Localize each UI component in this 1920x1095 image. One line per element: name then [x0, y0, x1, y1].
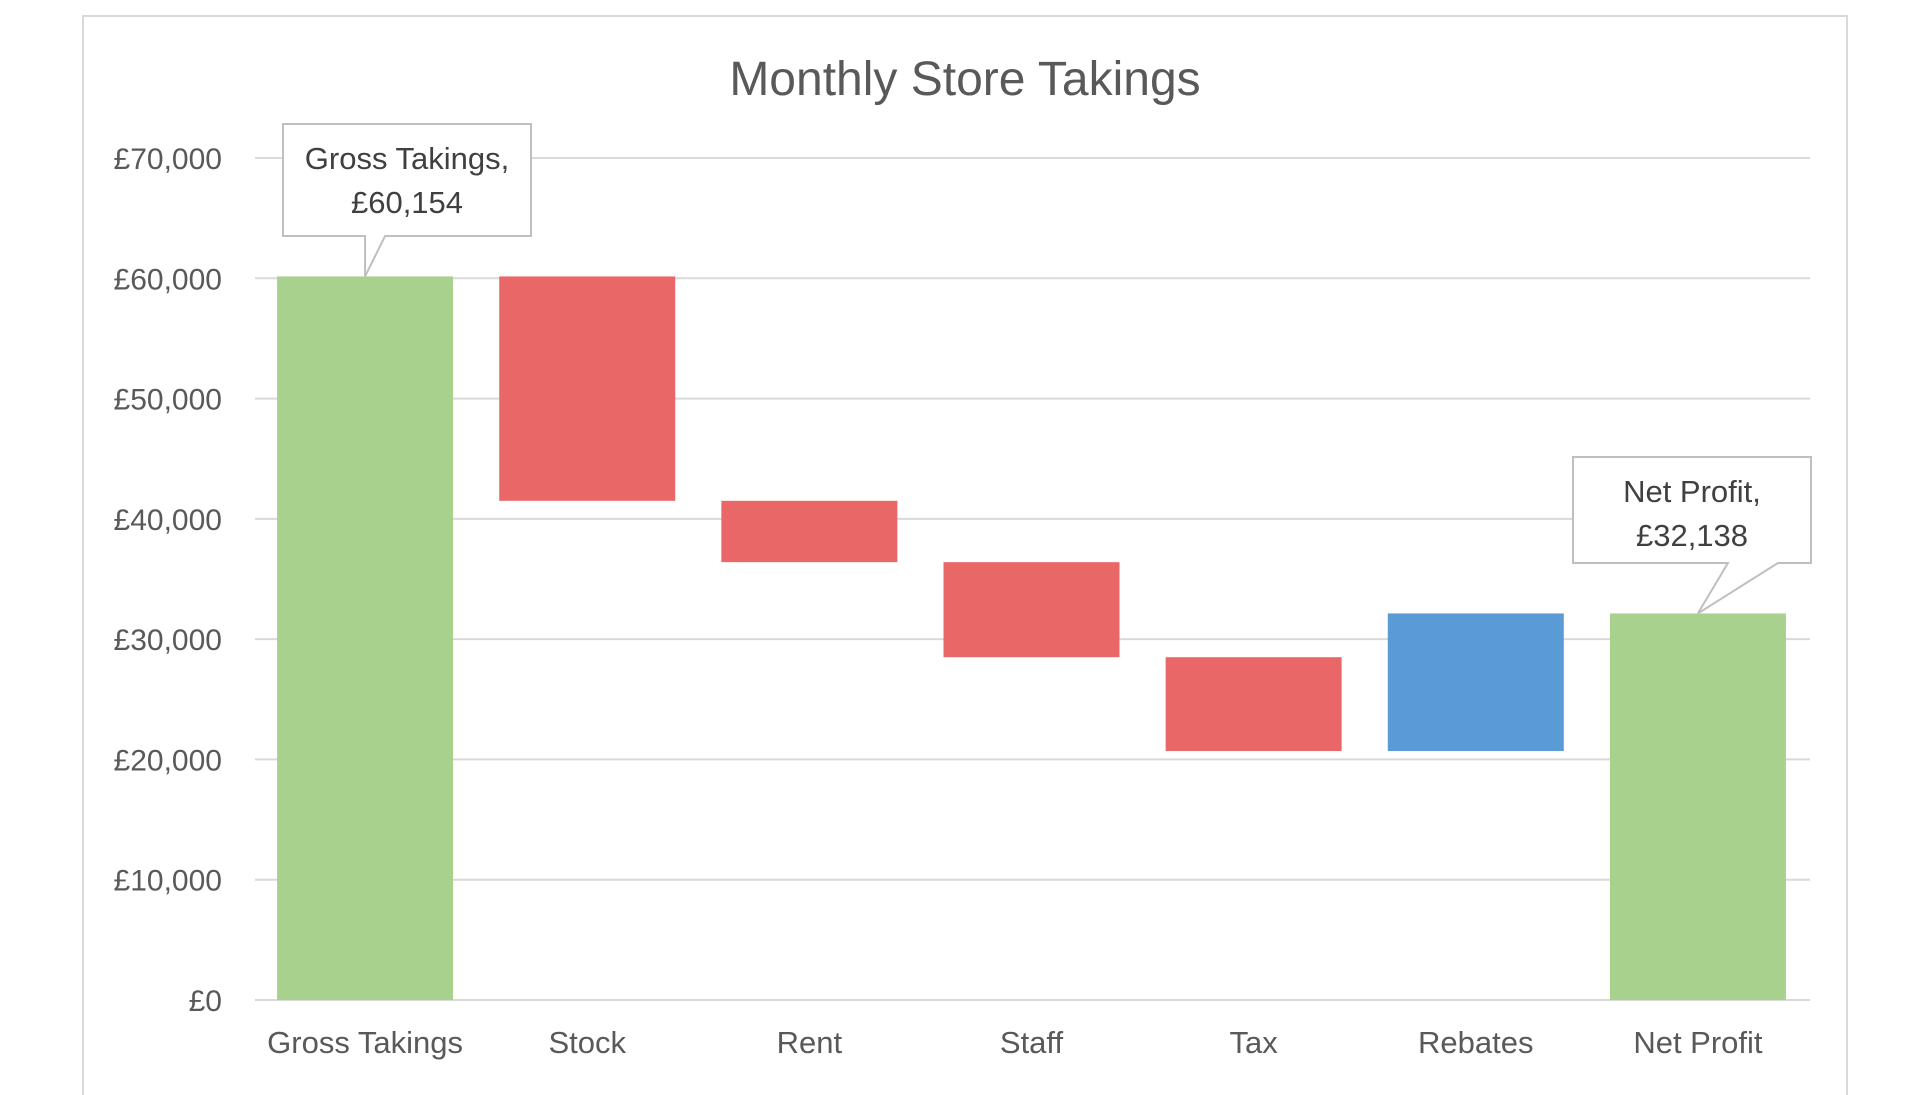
y-tick-label: £70,000	[114, 143, 222, 176]
x-category-label: Tax	[1230, 1025, 1279, 1060]
bar-staff	[943, 562, 1120, 658]
y-tick-label: £10,000	[114, 865, 222, 898]
bar-tax	[1165, 657, 1342, 752]
y-axis-tick-labels: £0 £10,000 £20,000 £30,000 £40,000 £50,000 £60…	[114, 143, 222, 1018]
x-category-label: Gross Takings	[267, 1025, 463, 1060]
chart-title: Monthly Store Takings	[729, 53, 1200, 106]
x-category-label: Staff	[1000, 1025, 1064, 1060]
x-category-label: Stock	[548, 1025, 626, 1060]
bars	[277, 276, 1786, 1000]
bar-stock	[499, 276, 676, 501]
y-tick-label: £20,000	[114, 744, 222, 777]
bar-gross-takings	[277, 276, 454, 1000]
callout-box-gross-takings	[282, 123, 532, 277]
callout-label: Gross Takings,	[305, 141, 509, 176]
callout-label: £32,138	[1636, 518, 1748, 553]
y-tick-label: £30,000	[114, 624, 222, 657]
data-callouts: Gross Takings, £60,154 Net Profit, £32,138	[282, 123, 1812, 615]
y-tick-label: £40,000	[114, 504, 222, 537]
bar-net-profit	[1609, 613, 1786, 1000]
x-category-label: Rent	[777, 1025, 843, 1060]
bar-rebates	[1387, 613, 1564, 752]
callout-label: Net Profit,	[1623, 474, 1761, 509]
y-tick-label: £50,000	[114, 384, 222, 417]
y-tick-label: £60,000	[114, 263, 222, 296]
x-category-label: Net Profit	[1633, 1025, 1763, 1060]
y-tick-label: £0	[189, 985, 222, 1018]
callout-box-net-profit	[1572, 456, 1812, 615]
x-category-label: Rebates	[1418, 1025, 1533, 1060]
x-axis-category-labels: Gross Takings Stock Rent Staff Tax Rebates Net…	[267, 1025, 1763, 1060]
callout-label: £60,154	[351, 185, 463, 220]
bar-rent	[721, 500, 898, 563]
